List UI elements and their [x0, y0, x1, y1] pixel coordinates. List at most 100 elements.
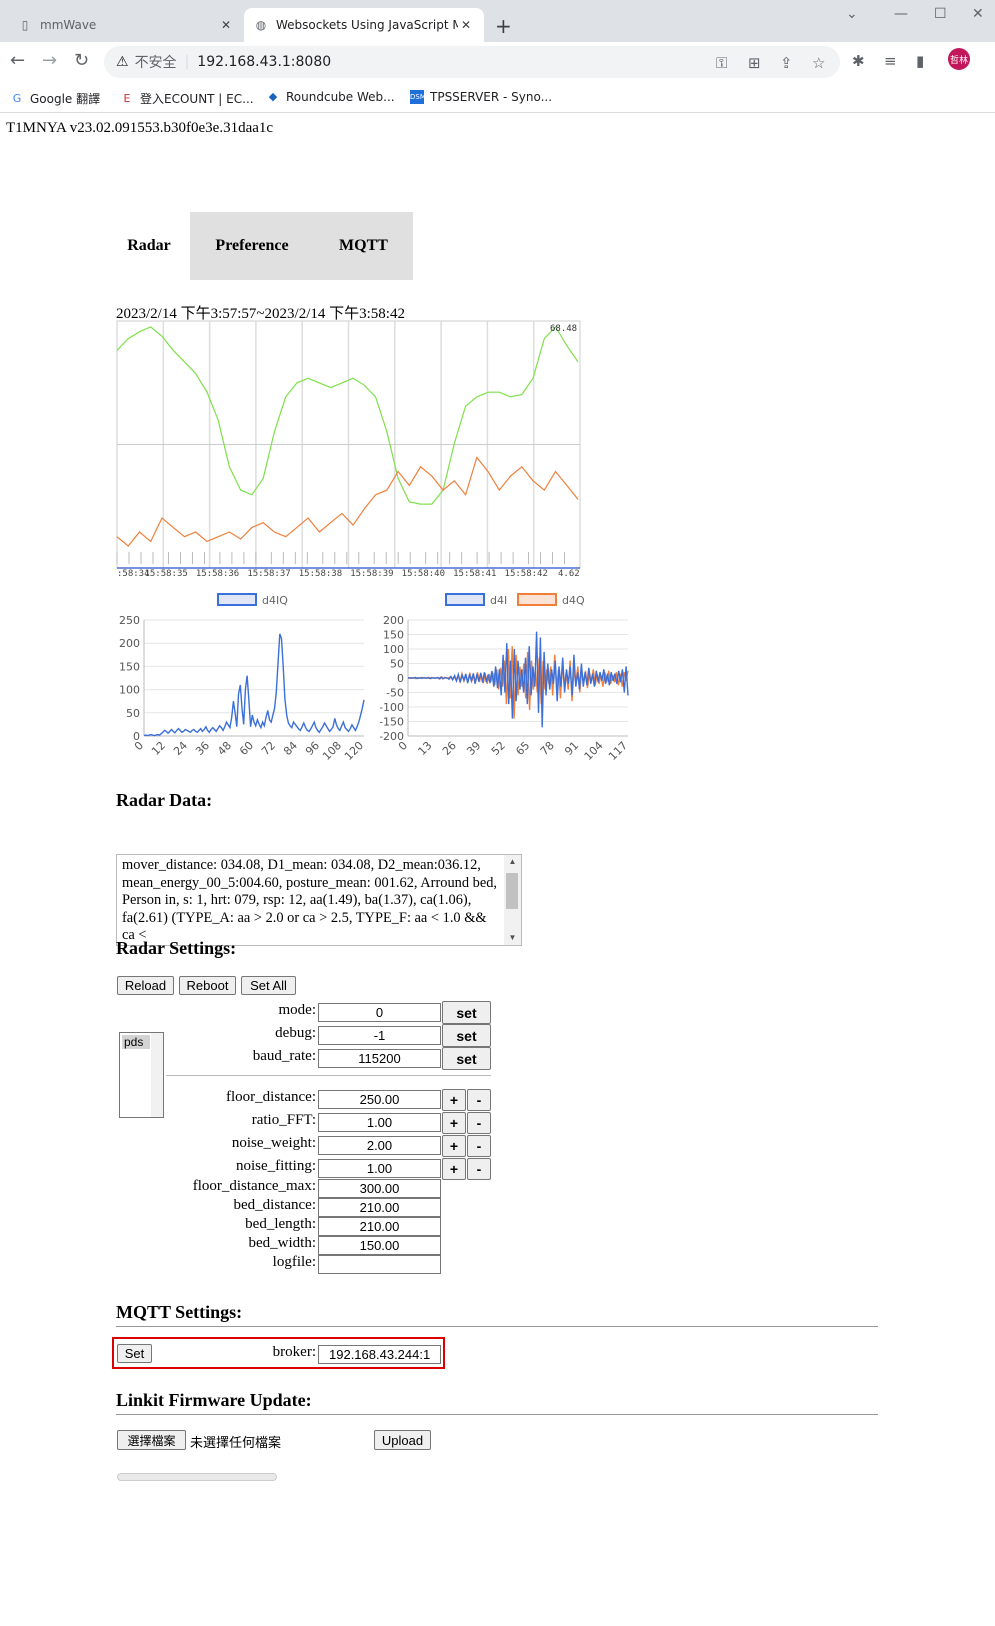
- x-tick-label: 78: [538, 739, 557, 758]
- x-tick-label: 15:58:36: [196, 569, 239, 578]
- share-icon[interactable]: ⇪: [780, 54, 793, 72]
- noise-fitting-plus-button[interactable]: +: [442, 1158, 466, 1180]
- series-line: [407, 631, 629, 728]
- tab-radar[interactable]: Radar: [108, 212, 190, 280]
- globe-icon: ◍: [255, 18, 267, 32]
- ratio-fft-field[interactable]: 1.00: [318, 1113, 441, 1132]
- firmware-update-title: Linkit Firmware Update:: [116, 1390, 312, 1410]
- reboot-button[interactable]: Reboot: [179, 976, 236, 995]
- address-bar[interactable]: ⚠ 不安全 | 192.168.43.1:8080 ⚿ ⊞ ⇪ ☆: [104, 46, 840, 78]
- avatar[interactable]: 哲林: [948, 48, 970, 70]
- x-tick-label: 84: [281, 739, 300, 758]
- y-tick-label: 50: [126, 707, 140, 720]
- bookmark-roundcube[interactable]: ◆ Roundcube Web...: [266, 90, 395, 104]
- noise-weight-minus-button[interactable]: -: [467, 1135, 491, 1157]
- tab-mqtt[interactable]: MQTT: [314, 212, 413, 280]
- x-tick-label: 12: [149, 739, 168, 758]
- ratio-fft-minus-button[interactable]: -: [467, 1112, 491, 1134]
- scroll-up-icon[interactable]: ▲: [508, 857, 517, 866]
- bed-length-field[interactable]: 210.00: [318, 1217, 441, 1236]
- top-value-label: 68.48: [550, 324, 577, 334]
- floor-distance-minus-button[interactable]: -: [467, 1089, 491, 1111]
- noise-weight-plus-button[interactable]: +: [442, 1135, 466, 1157]
- y-tick-label: 0: [133, 730, 140, 743]
- scrollbar[interactable]: ▲ ▼: [504, 855, 521, 945]
- browser-tab-mmwave[interactable]: ▯ mmWave ✕: [8, 8, 244, 42]
- x-tick-label: 15:58:37: [247, 569, 290, 578]
- y-tick-label: 0: [397, 672, 404, 685]
- reload-button[interactable]: Reload: [117, 976, 174, 995]
- tab-search-icon[interactable]: ⌄: [846, 6, 858, 22]
- mode-field[interactable]: 0: [318, 1003, 441, 1022]
- divider: [166, 1075, 491, 1076]
- x-tick-label: 39: [464, 739, 483, 758]
- close-icon[interactable]: ✕: [460, 18, 472, 32]
- bed-width-field[interactable]: 150.00: [318, 1236, 441, 1255]
- logfile-field[interactable]: [318, 1255, 441, 1274]
- bookmark-ecount[interactable]: E 登入ECOUNT | EC...: [120, 90, 254, 107]
- ratio-fft-plus-button[interactable]: +: [442, 1112, 466, 1134]
- list-option-pds[interactable]: pds: [122, 1035, 150, 1049]
- upload-button[interactable]: Upload: [374, 1430, 431, 1450]
- set-mode-button[interactable]: set: [442, 1001, 491, 1024]
- key-icon[interactable]: ⚿: [716, 54, 728, 72]
- x-tick-label: 60: [237, 739, 256, 758]
- bookmark-tpsserver[interactable]: DSM TPSSERVER - Syno...: [410, 90, 552, 104]
- scrollbar[interactable]: [151, 1033, 163, 1117]
- noise-fitting-field[interactable]: 1.00: [318, 1159, 441, 1178]
- url-text[interactable]: 192.168.43.1:8080: [197, 54, 332, 70]
- maximize-icon[interactable]: ☐: [934, 6, 947, 22]
- minimize-icon[interactable]: —: [894, 6, 908, 22]
- bookmark-google-translate[interactable]: G Google 翻譯: [10, 90, 100, 107]
- y-tick-label: -200: [380, 730, 404, 743]
- floor-distance-field[interactable]: 250.00: [318, 1090, 441, 1109]
- tab-preference[interactable]: Preference: [190, 212, 314, 280]
- forward-icon[interactable]: →: [42, 50, 58, 71]
- x-tick-label: 36: [193, 739, 212, 758]
- bookmark-label: TPSSERVER - Syno...: [430, 90, 553, 104]
- browser-tab-websockets[interactable]: ◍ Websockets Using JavaScript M ✕: [244, 8, 484, 42]
- noise-weight-field[interactable]: 2.00: [318, 1136, 441, 1155]
- new-tab-icon[interactable]: +: [495, 14, 512, 38]
- back-icon[interactable]: ←: [10, 50, 26, 71]
- logfile-label: logfile:: [272, 1254, 316, 1270]
- radar-data-textarea[interactable]: mover_distance: 034.08, D1_mean: 034.08,…: [116, 854, 522, 946]
- warning-icon: ⚠: [116, 54, 129, 70]
- broker-field[interactable]: 192.168.43.244:1: [318, 1345, 441, 1364]
- y-tick-label: -50: [386, 687, 404, 700]
- legend-swatch: [217, 593, 257, 606]
- bookmark-label: Roundcube Web...: [286, 90, 395, 104]
- noise-fitting-label: noise_fitting:: [236, 1158, 316, 1174]
- star-icon[interactable]: ☆: [812, 54, 826, 72]
- y-tick-label: -100: [380, 701, 404, 714]
- bookmark-label: 登入ECOUNT | EC...: [140, 92, 254, 106]
- separator: |: [184, 54, 190, 70]
- x-tick-label: 26: [440, 739, 459, 758]
- x-tick-label: 15:58:41: [453, 569, 496, 578]
- noise-fitting-minus-button[interactable]: -: [467, 1158, 491, 1180]
- set-baud-rate-button[interactable]: set: [442, 1047, 491, 1070]
- scroll-thumb[interactable]: [506, 873, 518, 909]
- translate-icon[interactable]: ⊞: [748, 54, 761, 72]
- side-panel-icon[interactable]: ▮: [916, 52, 925, 70]
- bed-distance-field[interactable]: 210.00: [318, 1198, 441, 1217]
- set-debug-button[interactable]: set: [442, 1024, 491, 1047]
- baud-rate-field[interactable]: 115200: [318, 1049, 441, 1068]
- choose-file-button[interactable]: 選擇檔案: [117, 1430, 186, 1450]
- close-icon[interactable]: ✕: [220, 18, 232, 32]
- mqtt-set-button[interactable]: Set: [117, 1344, 152, 1363]
- reading-list-icon[interactable]: ≡: [884, 52, 897, 70]
- floor-distance-max-field[interactable]: 300.00: [318, 1179, 441, 1198]
- reload-icon[interactable]: ↻: [74, 50, 90, 71]
- settings-listbox[interactable]: pds: [119, 1032, 164, 1118]
- bed-length-label: bed_length:: [245, 1216, 316, 1232]
- x-tick-label: 13: [415, 739, 434, 758]
- ratio-fft-label: ratio_FFT:: [251, 1112, 316, 1128]
- extensions-icon[interactable]: ✱: [852, 52, 865, 70]
- x-tick-label: 91: [562, 739, 581, 758]
- window-close-icon[interactable]: ✕: [972, 6, 984, 22]
- scroll-down-icon[interactable]: ▼: [508, 933, 517, 942]
- debug-field[interactable]: -1: [318, 1026, 441, 1045]
- set-all-button[interactable]: Set All: [241, 976, 296, 995]
- floor-distance-plus-button[interactable]: +: [442, 1089, 466, 1111]
